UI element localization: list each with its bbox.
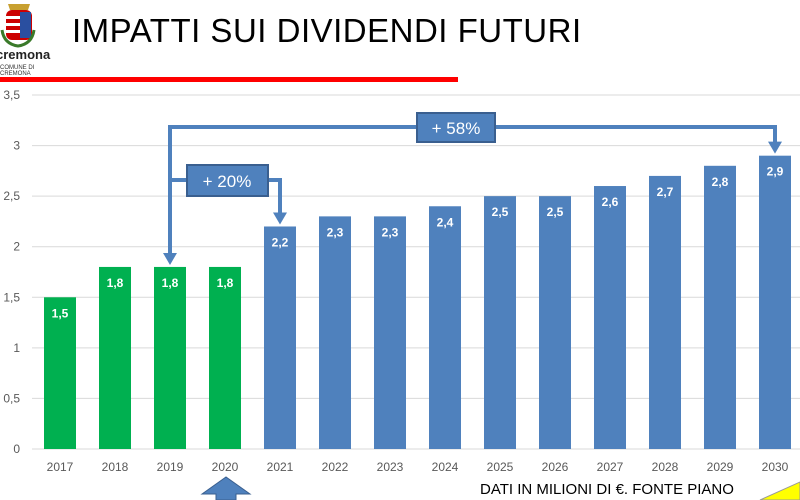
data-label: 2,4	[437, 215, 454, 229]
coat-of-arms-icon	[0, 4, 36, 48]
data-label: 2,6	[602, 195, 619, 209]
cremona-logo: cremona COMUNE DI CREMONA	[0, 0, 60, 77]
x-tick-label: 2025	[487, 460, 514, 474]
bar-2019	[154, 266, 186, 449]
data-label: 2,5	[492, 205, 509, 219]
bar-2029	[704, 165, 736, 450]
source-note: DATI IN MILIONI DI €. FONTE PIANO	[480, 481, 734, 498]
x-tick-label: 2020	[212, 460, 239, 474]
bar-2027	[594, 186, 626, 449]
x-tick-label: 2018	[102, 460, 129, 474]
x-tick-label: 2024	[432, 460, 459, 474]
bar-2030	[759, 155, 791, 449]
y-tick-label: 0,5	[3, 391, 20, 405]
y-tick-label: 3	[13, 139, 20, 153]
data-label: 1,5	[52, 306, 69, 320]
arrow-head-icon	[273, 212, 287, 225]
bar-2021	[264, 226, 296, 449]
bar-2028	[649, 175, 681, 449]
bar-2018	[99, 266, 131, 449]
arrow-head-icon	[163, 252, 177, 265]
y-tick-label: 3,5	[3, 88, 20, 102]
bar-2024	[429, 206, 461, 449]
annotation-box-58	[416, 112, 496, 143]
bar-2017	[44, 297, 76, 449]
bar-2026	[539, 196, 571, 449]
bar-2023	[374, 216, 406, 449]
y-tick-label: 2,5	[3, 189, 20, 203]
x-tick-label: 2028	[652, 460, 679, 474]
y-tick-label: 1	[13, 341, 20, 355]
annotation-58: + 58%	[432, 119, 481, 138]
data-label: 2,9	[767, 165, 784, 179]
x-tick-label: 2021	[267, 460, 294, 474]
y-tick-label: 0	[13, 442, 20, 456]
annotation-box-20	[186, 164, 269, 197]
x-tick-label: 2029	[707, 460, 734, 474]
page-title: IMPATTI SUI DIVIDENDI FUTURI	[72, 12, 582, 49]
x-tick-label: 2030	[762, 460, 789, 474]
x-tick-label: 2023	[377, 460, 404, 474]
x-tick-label: 2026	[542, 460, 569, 474]
decorative-corner	[759, 481, 800, 500]
up-arrow-icon	[200, 476, 252, 500]
data-label: 2,7	[657, 185, 674, 199]
data-label: 2,8	[712, 175, 729, 189]
data-label: 1,8	[107, 276, 124, 290]
data-label: 1,8	[162, 276, 179, 290]
bar-2025	[484, 196, 516, 449]
x-tick-label: 2022	[322, 460, 349, 474]
y-tick-label: 2	[13, 240, 20, 254]
bar-2020	[209, 266, 241, 449]
data-label: 1,8	[217, 276, 234, 290]
data-label: 2,3	[382, 225, 399, 239]
title-underline	[0, 77, 458, 82]
annotation-20: + 20%	[203, 172, 252, 191]
data-label: 2,5	[547, 205, 564, 219]
x-tick-label: 2019	[157, 460, 184, 474]
x-tick-label: 2027	[597, 460, 624, 474]
data-label: 2,2	[272, 235, 289, 249]
data-label: 2,3	[327, 225, 344, 239]
x-tick-label: 2017	[47, 460, 74, 474]
bar-2022	[319, 216, 351, 449]
y-tick-label: 1,5	[3, 290, 20, 304]
arrow-head-icon	[768, 141, 782, 154]
